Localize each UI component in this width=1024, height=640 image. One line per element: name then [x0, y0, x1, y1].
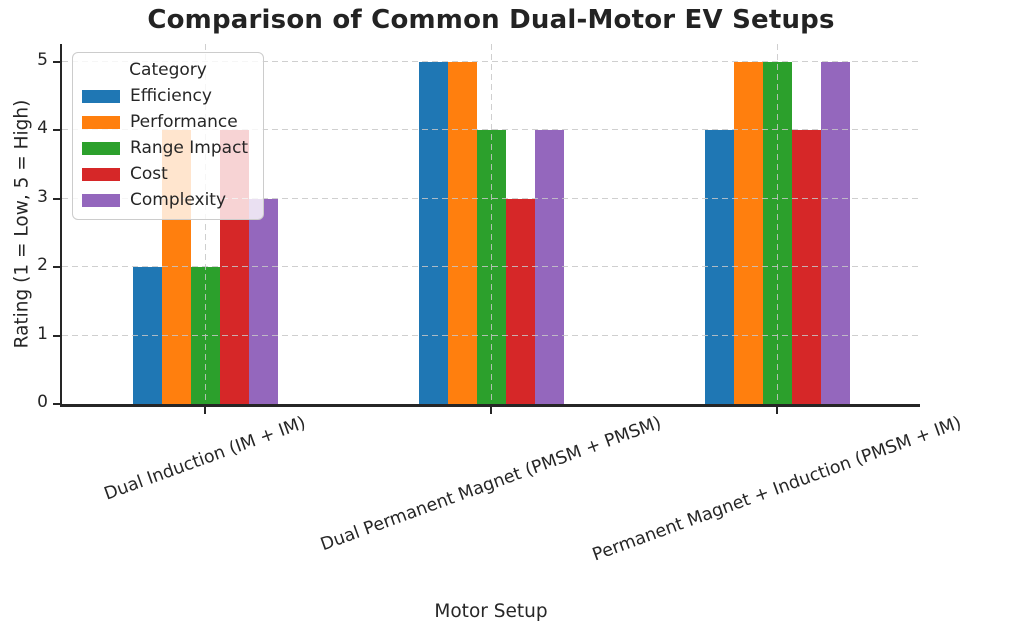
- y-tick-mark-0: [53, 403, 60, 405]
- x-category-label-dual-induction-im-im: Dual Induction (IM + IM): [101, 413, 309, 505]
- legend-label-complexity: Complexity: [130, 190, 227, 210]
- y-tick-label-5: 5: [37, 49, 48, 70]
- legend-swatch-performance: [82, 115, 120, 129]
- bar-efficiency-permanent-magnet-induction-pmsm-im: [704, 130, 734, 404]
- bar-complexity-permanent-magnet-induction-pmsm-im: [820, 61, 850, 404]
- legend: Category Efficiency Performance Range Impa…: [72, 52, 264, 220]
- legend-swatch-range-impact: [82, 141, 120, 155]
- y-tick-label-4: 4: [37, 118, 48, 138]
- legend-item-range-impact: Range Impact: [73, 135, 263, 161]
- legend-label-performance: Performance: [130, 112, 238, 132]
- bar-efficiency-dual-permanent-magnet-pmsm-pmsm: [418, 61, 448, 404]
- x-category-label-dual-permanent-magnet-pmsm-pmsm: Dual Permanent Magnet (PMSM + PMSM): [318, 413, 664, 556]
- bar-cost-permanent-magnet-induction-pmsm-im: [791, 130, 821, 404]
- bar-efficiency-dual-induction-im-im: [132, 267, 162, 404]
- legend-item-cost: Cost: [73, 161, 263, 187]
- legend-label-efficiency: Efficiency: [130, 86, 212, 106]
- legend-item-complexity: Complexity: [73, 187, 263, 213]
- legend-label-range-impact: Range Impact: [130, 138, 249, 158]
- plot-area: Category Efficiency Performance Range Impa…: [37, 44, 920, 414]
- y-tick-mark-1: [53, 334, 60, 337]
- x-axis-label: Motor Setup: [434, 601, 548, 622]
- gridline-vertical-1: [204, 44, 206, 404]
- legend-swatch-efficiency: [82, 89, 120, 103]
- legend-items: Efficiency Performance Range Impact Cost Com…: [73, 83, 263, 213]
- chart-title: Comparison of Common Dual-Motor EV Setup…: [147, 5, 835, 35]
- legend-label-cost: Cost: [130, 164, 168, 184]
- y-tick-mark-5: [53, 60, 60, 63]
- legend-swatch-complexity: [82, 193, 120, 207]
- bar-performance-permanent-magnet-induction-pmsm-im: [733, 61, 763, 404]
- gridline-vertical-2: [490, 44, 492, 404]
- y-tick-mark-2: [53, 266, 60, 268]
- x-tick-mark-2: [490, 407, 492, 414]
- bar-complexity-dual-induction-im-im: [248, 198, 278, 404]
- bar-performance-dual-permanent-magnet-pmsm-pmsm: [447, 61, 477, 404]
- legend-item-efficiency: Efficiency: [73, 83, 263, 109]
- x-tick-mark-3: [776, 407, 778, 414]
- x-tick-mark-1: [204, 407, 206, 414]
- y-tick-label-3: 3: [37, 186, 48, 207]
- y-tick-mark-3: [53, 197, 60, 200]
- legend-item-performance: Performance: [73, 109, 263, 135]
- y-tick-label-2: 2: [37, 255, 48, 275]
- bar-complexity-dual-permanent-magnet-pmsm-pmsm: [534, 130, 564, 404]
- bar-cost-dual-permanent-magnet-pmsm-pmsm: [505, 198, 535, 404]
- legend-swatch-cost: [82, 167, 120, 181]
- y-tick-label-0: 0: [37, 392, 48, 412]
- legend-title: Category: [129, 60, 207, 80]
- gridline-vertical-3: [776, 44, 778, 404]
- y-tick-mark-4: [53, 129, 60, 131]
- y-tick-label-1: 1: [37, 323, 48, 344]
